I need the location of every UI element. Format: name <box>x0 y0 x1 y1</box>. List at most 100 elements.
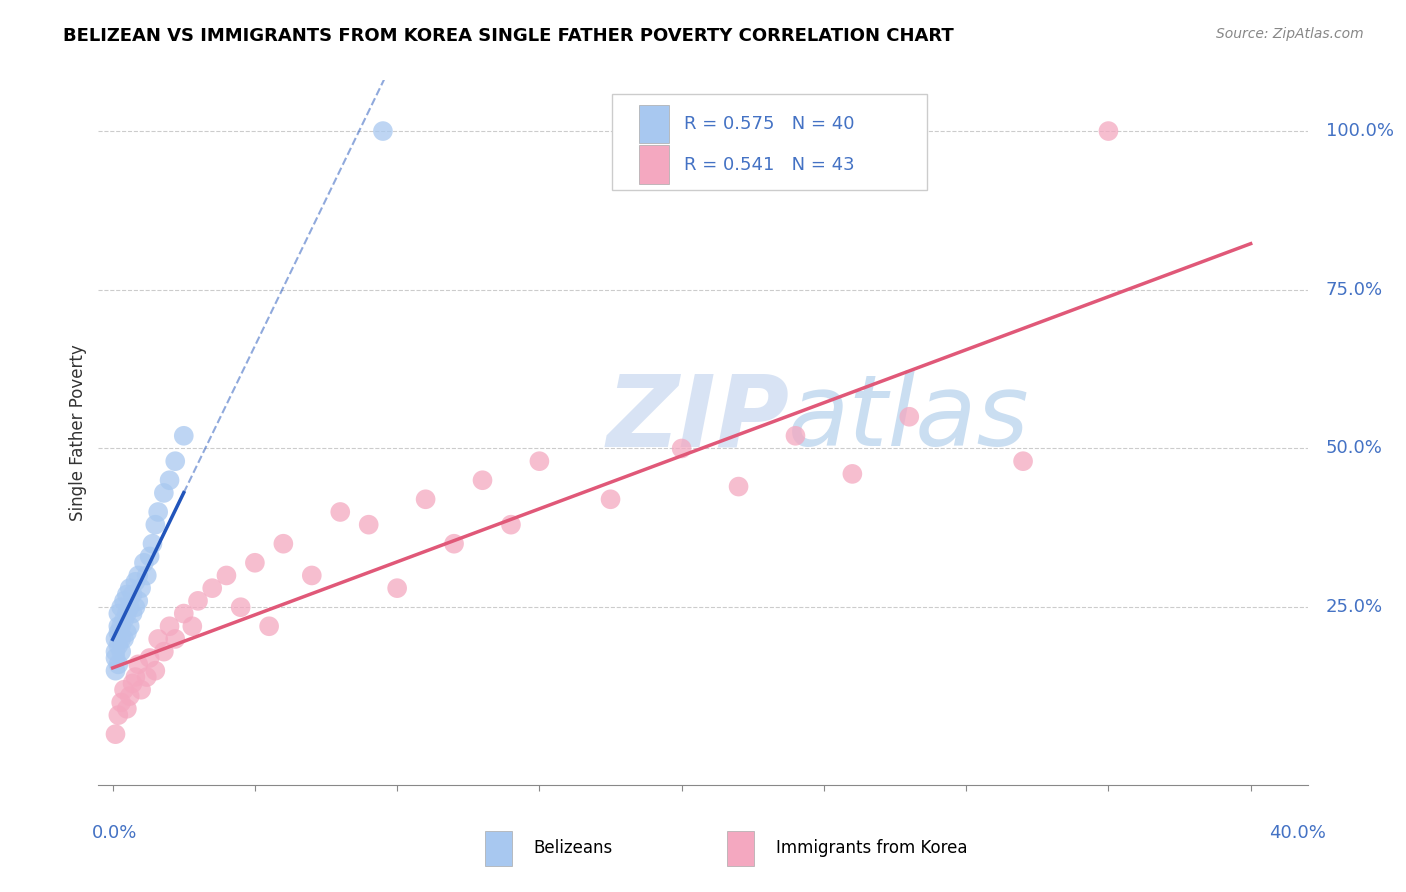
Point <box>127 594 149 608</box>
Text: 40.0%: 40.0% <box>1268 823 1326 842</box>
Point <box>110 645 132 659</box>
Point <box>112 632 135 646</box>
Point <box>121 587 143 601</box>
Point <box>115 607 138 621</box>
Point <box>121 607 143 621</box>
Point <box>110 632 132 646</box>
Point <box>443 537 465 551</box>
Point <box>107 638 129 652</box>
Point <box>135 568 157 582</box>
Point <box>146 632 169 646</box>
Point <box>115 625 138 640</box>
Point <box>671 442 693 456</box>
Bar <box>638 145 669 184</box>
Point <box>499 517 522 532</box>
Point <box>159 619 181 633</box>
Point <box>727 479 749 493</box>
Point <box>118 581 141 595</box>
Point <box>138 651 160 665</box>
Point <box>229 600 252 615</box>
Point <box>173 429 195 443</box>
Point <box>107 607 129 621</box>
Point <box>129 682 152 697</box>
Point <box>124 670 146 684</box>
Text: 75.0%: 75.0% <box>1326 281 1384 299</box>
Point <box>127 657 149 672</box>
Point <box>165 632 187 646</box>
Point <box>112 594 135 608</box>
Y-axis label: Single Father Poverty: Single Father Poverty <box>69 344 87 521</box>
Point <box>1097 124 1119 138</box>
Point <box>121 676 143 690</box>
Point <box>243 556 266 570</box>
Point <box>118 600 141 615</box>
Point <box>127 568 149 582</box>
Point <box>107 657 129 672</box>
Text: R = 0.541   N = 43: R = 0.541 N = 43 <box>683 155 855 174</box>
Point <box>159 473 181 487</box>
Point <box>129 581 152 595</box>
Point <box>107 619 129 633</box>
Point <box>104 727 127 741</box>
Point <box>112 613 135 627</box>
Point <box>135 670 157 684</box>
Point <box>143 664 166 678</box>
Point <box>110 600 132 615</box>
Point <box>215 568 238 582</box>
Point <box>1012 454 1035 468</box>
Point <box>112 682 135 697</box>
Point <box>529 454 551 468</box>
Point <box>165 454 187 468</box>
Point <box>104 664 127 678</box>
Point <box>107 625 129 640</box>
Point <box>104 632 127 646</box>
Point <box>146 505 169 519</box>
Text: Source: ZipAtlas.com: Source: ZipAtlas.com <box>1216 27 1364 41</box>
Text: Immigrants from Korea: Immigrants from Korea <box>776 839 967 857</box>
Point <box>785 429 807 443</box>
Point <box>599 492 621 507</box>
Text: 100.0%: 100.0% <box>1326 122 1393 140</box>
Text: ZIP: ZIP <box>606 370 789 467</box>
Point <box>110 695 132 709</box>
Point <box>132 556 155 570</box>
Bar <box>638 104 669 144</box>
Point <box>301 568 323 582</box>
Text: atlas: atlas <box>787 370 1029 467</box>
Text: 50.0%: 50.0% <box>1326 440 1382 458</box>
Point <box>115 702 138 716</box>
Point <box>371 124 394 138</box>
Point <box>141 537 163 551</box>
Point <box>115 587 138 601</box>
Text: R = 0.575   N = 40: R = 0.575 N = 40 <box>683 115 855 133</box>
FancyBboxPatch shape <box>613 95 927 189</box>
Point <box>107 708 129 723</box>
Point <box>118 619 141 633</box>
Text: 0.0%: 0.0% <box>93 823 138 842</box>
Text: Belizeans: Belizeans <box>534 839 613 857</box>
Point <box>181 619 204 633</box>
Point <box>357 517 380 532</box>
Point <box>273 537 295 551</box>
Point <box>841 467 863 481</box>
Point <box>124 600 146 615</box>
Point <box>173 607 195 621</box>
Point <box>118 689 141 703</box>
Point <box>143 517 166 532</box>
Text: BELIZEAN VS IMMIGRANTS FROM KOREA SINGLE FATHER POVERTY CORRELATION CHART: BELIZEAN VS IMMIGRANTS FROM KOREA SINGLE… <box>63 27 955 45</box>
Point <box>153 645 176 659</box>
Point <box>201 581 224 595</box>
Bar <box>485 830 512 866</box>
Point <box>187 594 209 608</box>
Point <box>124 574 146 589</box>
Bar <box>727 830 754 866</box>
Point <box>104 645 127 659</box>
Point <box>153 486 176 500</box>
Point <box>898 409 921 424</box>
Point <box>471 473 494 487</box>
Text: 25.0%: 25.0% <box>1326 599 1384 616</box>
Point <box>110 619 132 633</box>
Point <box>104 651 127 665</box>
Point <box>138 549 160 564</box>
Point <box>257 619 280 633</box>
